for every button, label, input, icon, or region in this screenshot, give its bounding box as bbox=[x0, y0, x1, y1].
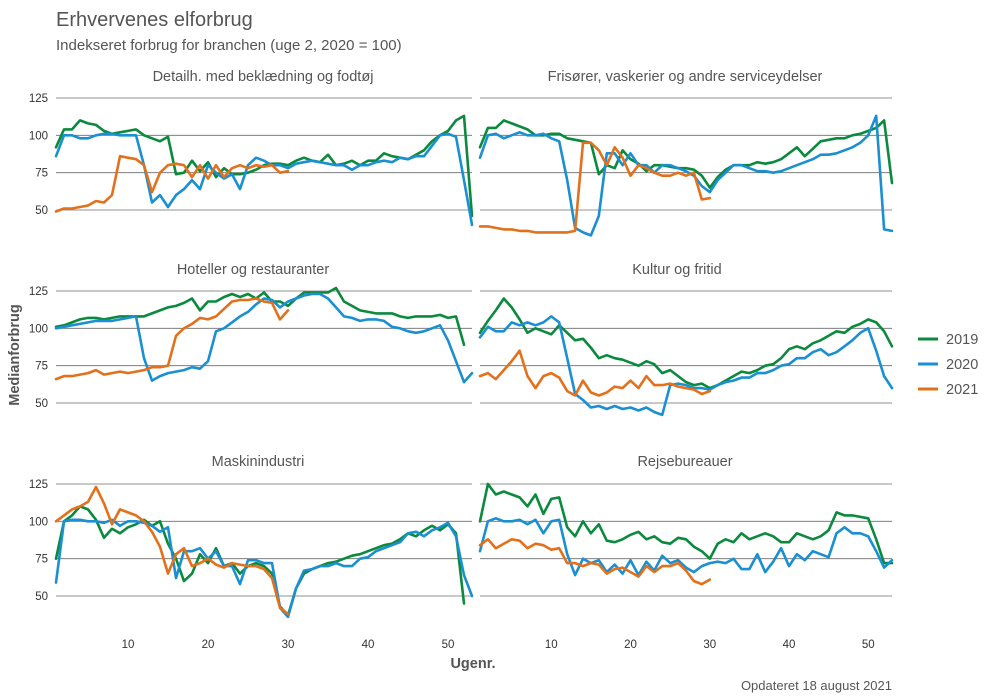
update-caption: Opdateret 18 august 2021 bbox=[741, 678, 892, 693]
series-line-2021 bbox=[54, 154, 290, 213]
y-tick-label: 100 bbox=[29, 516, 48, 528]
series-line-2019 bbox=[478, 482, 894, 565]
y-tick-label: 50 bbox=[35, 591, 48, 603]
series-line-2020 bbox=[54, 132, 474, 227]
series-line-2021 bbox=[54, 297, 290, 381]
y-tick-label: 75 bbox=[35, 554, 48, 566]
x-tick-label: 20 bbox=[202, 639, 215, 651]
legend-label-2021: 2021 bbox=[946, 382, 978, 398]
series-line-2020 bbox=[478, 516, 894, 577]
x-axis-label: Ugenr. bbox=[450, 656, 495, 672]
series-line-2020 bbox=[478, 114, 894, 237]
y-tick-label: 100 bbox=[29, 323, 48, 335]
series-line-2019 bbox=[478, 119, 894, 189]
series-line-2019 bbox=[478, 297, 894, 390]
y-tick-label: 50 bbox=[35, 205, 48, 217]
y-axis-label: Medianforbrug bbox=[7, 304, 23, 406]
y-tick-label: 125 bbox=[29, 479, 48, 491]
facet-title-hoteller: Hoteller og restauranter bbox=[177, 262, 329, 278]
facet-panel: Detailh. med beklædning og fodtøj Frisør… bbox=[153, 69, 823, 470]
y-tick-label: 50 bbox=[35, 398, 48, 410]
y-tick-label: 75 bbox=[35, 168, 48, 180]
series-line-2021 bbox=[54, 485, 290, 616]
x-tick-label: 50 bbox=[862, 639, 875, 651]
legend-label-2019: 2019 bbox=[946, 332, 978, 348]
x-tick-label: 40 bbox=[362, 639, 375, 651]
series-line-2021 bbox=[478, 349, 712, 397]
series-line-2019 bbox=[54, 505, 466, 617]
facet-title-detailhandel: Detailh. med beklædning og fodtøj bbox=[153, 69, 374, 85]
legend: 2019 2020 2021 bbox=[918, 332, 978, 398]
x-tick-label: 20 bbox=[624, 639, 637, 651]
x-tick-label: 10 bbox=[545, 639, 558, 651]
facet-title-frisoerer: Frisører, vaskerier og andre serviceydel… bbox=[548, 69, 823, 85]
y-tick-label: 125 bbox=[29, 93, 48, 105]
legend-label-2020: 2020 bbox=[946, 357, 978, 373]
y-tick-label: 125 bbox=[29, 286, 48, 298]
chart-title: Erhvervenes elforbrug bbox=[56, 9, 253, 31]
y-tick-label: 75 bbox=[35, 361, 48, 373]
series-line-2020 bbox=[478, 315, 894, 417]
series-lines bbox=[54, 114, 894, 619]
y-tick-labels: 125 100 75 50 125 100 75 50 125 100 75 50 bbox=[29, 93, 48, 603]
facet-title-kultur: Kultur og fritid bbox=[632, 262, 721, 278]
series-line-2020 bbox=[54, 292, 474, 384]
x-tick-label: 10 bbox=[122, 639, 135, 651]
x-tick-label: 40 bbox=[783, 639, 796, 651]
series-line-2020 bbox=[54, 518, 474, 619]
series-line-2021 bbox=[478, 141, 712, 234]
x-tick-label: 50 bbox=[442, 639, 455, 651]
series-line-2021 bbox=[478, 537, 712, 586]
chart-subtitle: Indekseret forbrug for branchen (uge 2, … bbox=[56, 37, 402, 54]
x-tick-labels: 10 20 30 40 50 10 20 30 40 50 bbox=[122, 639, 875, 651]
series-line-2019 bbox=[54, 286, 466, 347]
x-tick-label: 30 bbox=[703, 639, 716, 651]
x-tick-label: 30 bbox=[282, 639, 295, 651]
facet-title-rejsebureauer: Rejsebureauer bbox=[637, 454, 732, 470]
y-tick-label: 100 bbox=[29, 130, 48, 142]
facet-title-maskinindustri: Maskinindustri bbox=[212, 454, 305, 470]
